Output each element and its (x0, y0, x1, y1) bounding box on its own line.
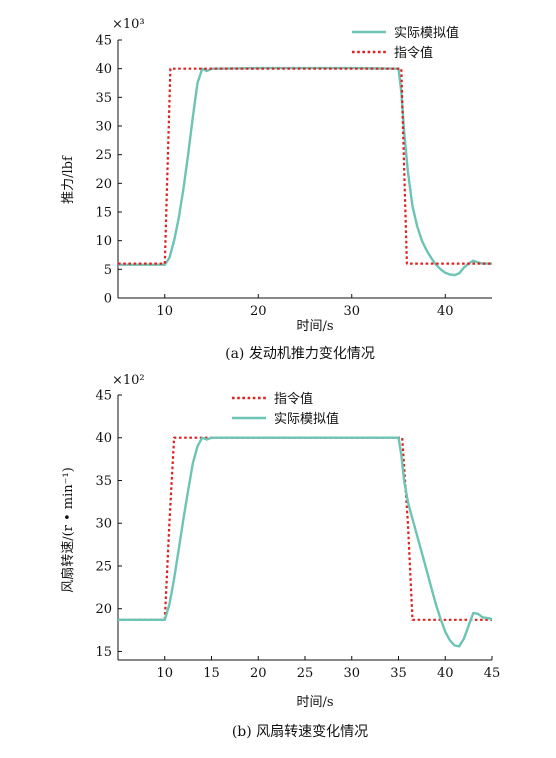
y-tick-label: 35 (95, 91, 112, 106)
legend-label: 指令值 (274, 391, 313, 407)
y-tick-label: 25 (95, 559, 112, 574)
y-tick-label: 10 (95, 234, 112, 249)
y-tick-label: 45 (95, 389, 112, 404)
y-tick-label: 5 (104, 263, 112, 278)
legend-label: 指令值 (394, 45, 433, 61)
y-tick-label: 0 (104, 292, 112, 307)
x-tick-label: 25 (297, 666, 314, 681)
y-tick-label: 35 (95, 474, 112, 489)
x-tick-label: 45 (484, 666, 501, 681)
x-tick-label: 30 (343, 304, 360, 319)
y-tick-label: 20 (95, 602, 112, 617)
x-axis-label: 时间/s (296, 319, 333, 334)
x-tick-label: 10 (156, 666, 173, 681)
x-tick-label: 35 (390, 666, 407, 681)
simulated-series-line (118, 436, 493, 648)
x-tick-label: 10 (156, 304, 173, 319)
chart-caption: (b) 风扇转速变化情况 (232, 724, 368, 740)
y-multiplier: ×10³ (112, 17, 145, 32)
legend-label: 实际模拟值 (394, 25, 459, 41)
y-multiplier: ×10² (112, 373, 145, 388)
y-tick-label: 15 (95, 206, 112, 221)
x-tick-label: 30 (343, 666, 360, 681)
x-tick-label: 40 (437, 304, 454, 319)
x-tick-label: 20 (250, 304, 267, 319)
legend-label: 实际模拟值 (274, 411, 339, 427)
x-axis-label: 时间/s (296, 695, 333, 710)
y-tick-label: 30 (95, 517, 112, 532)
chart-caption: (a) 发动机推力变化情况 (225, 346, 375, 362)
x-tick-label: 40 (437, 666, 454, 681)
fan-speed-chart: ×10² 风扇转速/(r • min⁻¹) 时间/s (b) 风扇转速变化情况 … (60, 373, 500, 740)
y-tick-label: 40 (95, 431, 112, 446)
y-tick-label: 40 (95, 62, 112, 77)
y-tick-label: 20 (95, 177, 112, 192)
command-series-line (118, 436, 492, 621)
simulated-series-line (118, 66, 492, 277)
thrust-chart: ×10³ 推力/lbf 时间/s (a) 发动机推力变化情况 0 5 10 15 20 2… (61, 17, 492, 362)
y-tick-label: 25 (95, 148, 112, 163)
y-tick-label: 45 (95, 34, 112, 49)
y-tick-label: 30 (95, 120, 112, 135)
y-axis-label: 推力/lbf (61, 155, 76, 204)
x-tick-label: 20 (250, 666, 267, 681)
command-series-line (118, 67, 492, 265)
x-tick-label: 15 (203, 666, 220, 681)
y-tick-label: 15 (95, 645, 112, 660)
y-axis-label: 风扇转速/(r • min⁻¹) (60, 467, 76, 593)
